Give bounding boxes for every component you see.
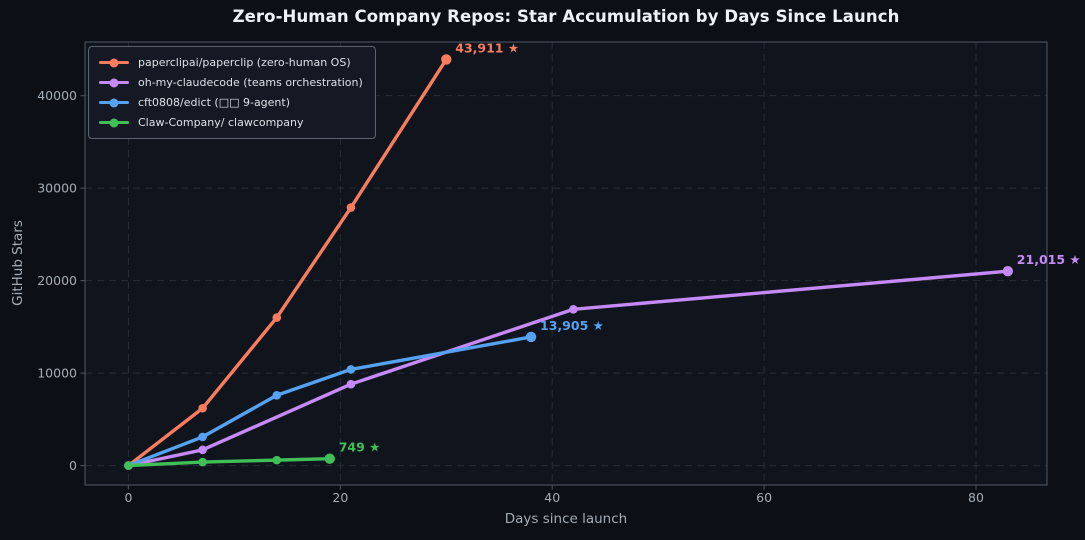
data-point-marker bbox=[124, 461, 133, 470]
legend-item: oh-my-claudecode (teams orchestration) bbox=[99, 74, 363, 91]
data-point-marker bbox=[272, 455, 282, 465]
x-tick-label: 20 bbox=[332, 490, 348, 505]
x-tick-label: 40 bbox=[544, 490, 560, 505]
x-axis-label: Days since launch bbox=[504, 511, 628, 527]
legend-label: oh-my-claudecode (teams orchestration) bbox=[138, 76, 363, 89]
y-tick-label: 10000 bbox=[37, 366, 77, 381]
data-point-marker bbox=[198, 432, 207, 442]
legend-line-marker-swatch bbox=[99, 78, 129, 88]
series-line bbox=[126, 456, 332, 468]
y-tick-label: 0 bbox=[69, 458, 77, 473]
data-point-marker bbox=[346, 365, 356, 374]
data-point-marker bbox=[198, 403, 207, 413]
series-annotation: 13,905 ★ bbox=[540, 318, 604, 333]
data-point-marker bbox=[272, 390, 282, 400]
data-point-marker bbox=[569, 304, 578, 314]
series-annotation: 749 ★ bbox=[339, 440, 381, 455]
chart-title: Zero-Human Company Repos: Star Accumulat… bbox=[232, 7, 900, 26]
x-tick-label: 80 bbox=[968, 490, 984, 505]
data-point-marker bbox=[441, 54, 452, 65]
data-point-marker bbox=[324, 453, 335, 464]
legend-label: paperclipai/paperclip (zero-human OS) bbox=[138, 56, 351, 69]
legend-line-marker-swatch bbox=[99, 98, 129, 108]
data-point-marker bbox=[346, 203, 356, 212]
y-tick-label: 20000 bbox=[37, 273, 77, 288]
data-point-marker bbox=[198, 457, 207, 467]
y-tick-label: 30000 bbox=[37, 181, 77, 196]
data-point-marker bbox=[198, 445, 207, 455]
series-annotation: 43,911 ★ bbox=[455, 40, 519, 55]
data-point-marker bbox=[1002, 266, 1013, 277]
legend: paperclipai/paperclip (zero-human OS) oh-… bbox=[88, 46, 376, 139]
series-annotation: 21,015 ★ bbox=[1017, 252, 1081, 267]
x-tick-label: 60 bbox=[756, 490, 772, 505]
legend-label: cft0808/edict (□□ 9-agent) bbox=[138, 96, 291, 109]
axes-spines bbox=[84, 41, 1048, 486]
data-point-marker bbox=[272, 313, 282, 322]
x-tick-label: 0 bbox=[124, 490, 132, 505]
data-point-marker bbox=[346, 379, 356, 389]
data-point-marker bbox=[525, 331, 537, 343]
legend-item: paperclipai/paperclip (zero-human OS) bbox=[99, 54, 363, 71]
y-axis-label: GitHub Stars bbox=[10, 220, 26, 306]
y-tick-label: 40000 bbox=[37, 88, 77, 103]
legend-item: Claw-Company/ clawcompany bbox=[99, 114, 363, 131]
legend-item: cft0808/edict (□□ 9-agent) bbox=[99, 94, 363, 111]
legend-label: Claw-Company/ clawcompany bbox=[138, 116, 304, 129]
legend-line-marker-swatch bbox=[99, 118, 129, 128]
legend-line-marker-swatch bbox=[99, 58, 129, 68]
